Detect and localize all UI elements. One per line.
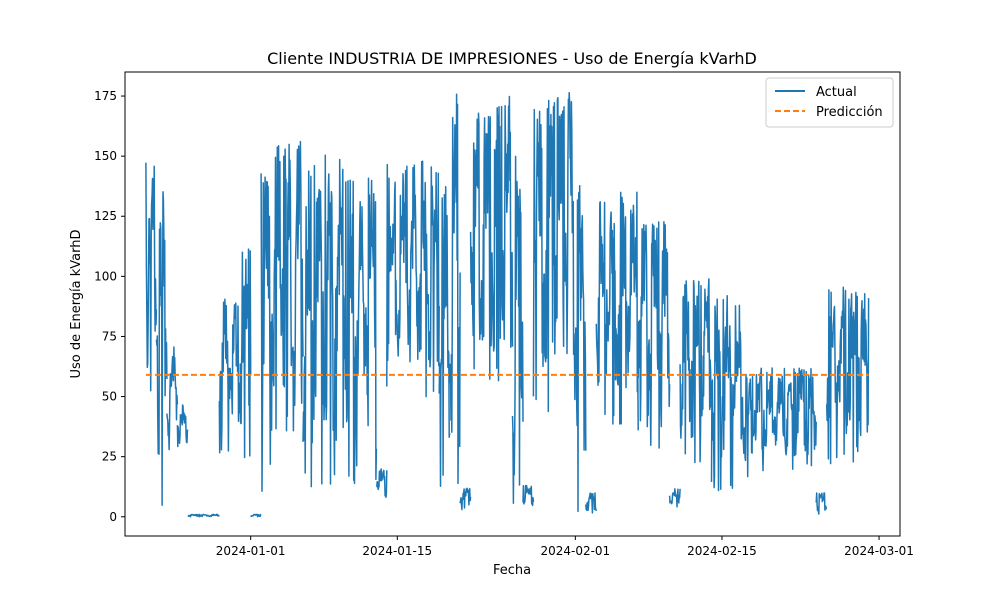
actual-line-segment — [710, 294, 744, 492]
actual-line-segment — [312, 154, 346, 485]
y-axis: 0 25 50 75 100 125 150 175 — [94, 89, 125, 524]
plot-frame — [124, 71, 901, 537]
x-tick-label: 2024-03-01 — [844, 544, 914, 558]
actual-line-segment — [679, 278, 713, 464]
y-tick-label: 125 — [94, 209, 117, 223]
actual-line-segment — [511, 155, 524, 504]
actual-line-segment — [166, 346, 179, 451]
actual-line-segment — [302, 170, 315, 488]
actual-line-segment — [448, 93, 461, 485]
legend-actual-label: Actual — [816, 85, 857, 100]
y-tick-label: 150 — [94, 149, 117, 163]
actual-line-segment — [218, 298, 241, 454]
actual-line-segment — [239, 248, 252, 459]
plot-area — [145, 91, 870, 518]
actual-line-segment — [459, 487, 472, 511]
x-axis-label: Fecha — [493, 563, 531, 578]
actual-line-segment — [595, 191, 639, 431]
actual-line-segment — [522, 484, 535, 507]
actual-line-segment — [344, 177, 378, 485]
y-tick-label: 50 — [102, 390, 117, 404]
actual-line-segment — [438, 186, 451, 488]
actual-line-segment — [825, 286, 870, 465]
actual-line-segment — [155, 191, 168, 507]
actual-series — [145, 91, 870, 518]
actual-line-segment — [187, 513, 220, 518]
y-tick-label: 75 — [102, 329, 117, 343]
x-tick-label: 2024-01-01 — [216, 544, 286, 558]
actual-line-segment — [469, 95, 514, 382]
x-tick-label: 2024-02-15 — [687, 544, 757, 558]
actual-line-segment — [668, 488, 681, 508]
actual-line-segment — [637, 221, 671, 449]
chart-title: Cliente INDUSTRIA DE IMPRESIONES - Uso d… — [267, 49, 757, 68]
actual-line-segment — [145, 162, 158, 392]
y-tick-label: 175 — [94, 89, 117, 103]
actual-line-segment — [585, 492, 598, 514]
y-tick-label: 100 — [94, 269, 117, 283]
x-axis: 2024-01-01 2024-01-15 2024-02-01 2024-02-15… — [216, 536, 914, 558]
x-tick-label: 2024-01-15 — [362, 544, 432, 558]
actual-line-segment — [815, 492, 828, 515]
actual-line-segment — [270, 140, 304, 432]
actual-line-segment — [176, 404, 189, 448]
actual-line-segment — [532, 91, 577, 413]
actual-line-segment — [742, 373, 755, 478]
y-tick-label: 0 — [109, 510, 117, 524]
legend: Actual Predicción — [765, 77, 894, 128]
x-tick-label: 2024-02-01 — [540, 544, 610, 558]
actual-line-segment — [260, 173, 273, 492]
legend-prediction-label: Predicción — [816, 105, 883, 120]
actual-line-segment — [574, 185, 587, 513]
actual-line-segment — [376, 468, 388, 499]
actual-line-segment — [250, 513, 262, 518]
actual-line-segment — [752, 367, 817, 472]
actual-line-segment — [386, 160, 440, 398]
y-tick-label: 25 — [102, 450, 117, 464]
y-axis-label: Uso de Energía kVarhD — [69, 229, 84, 378]
